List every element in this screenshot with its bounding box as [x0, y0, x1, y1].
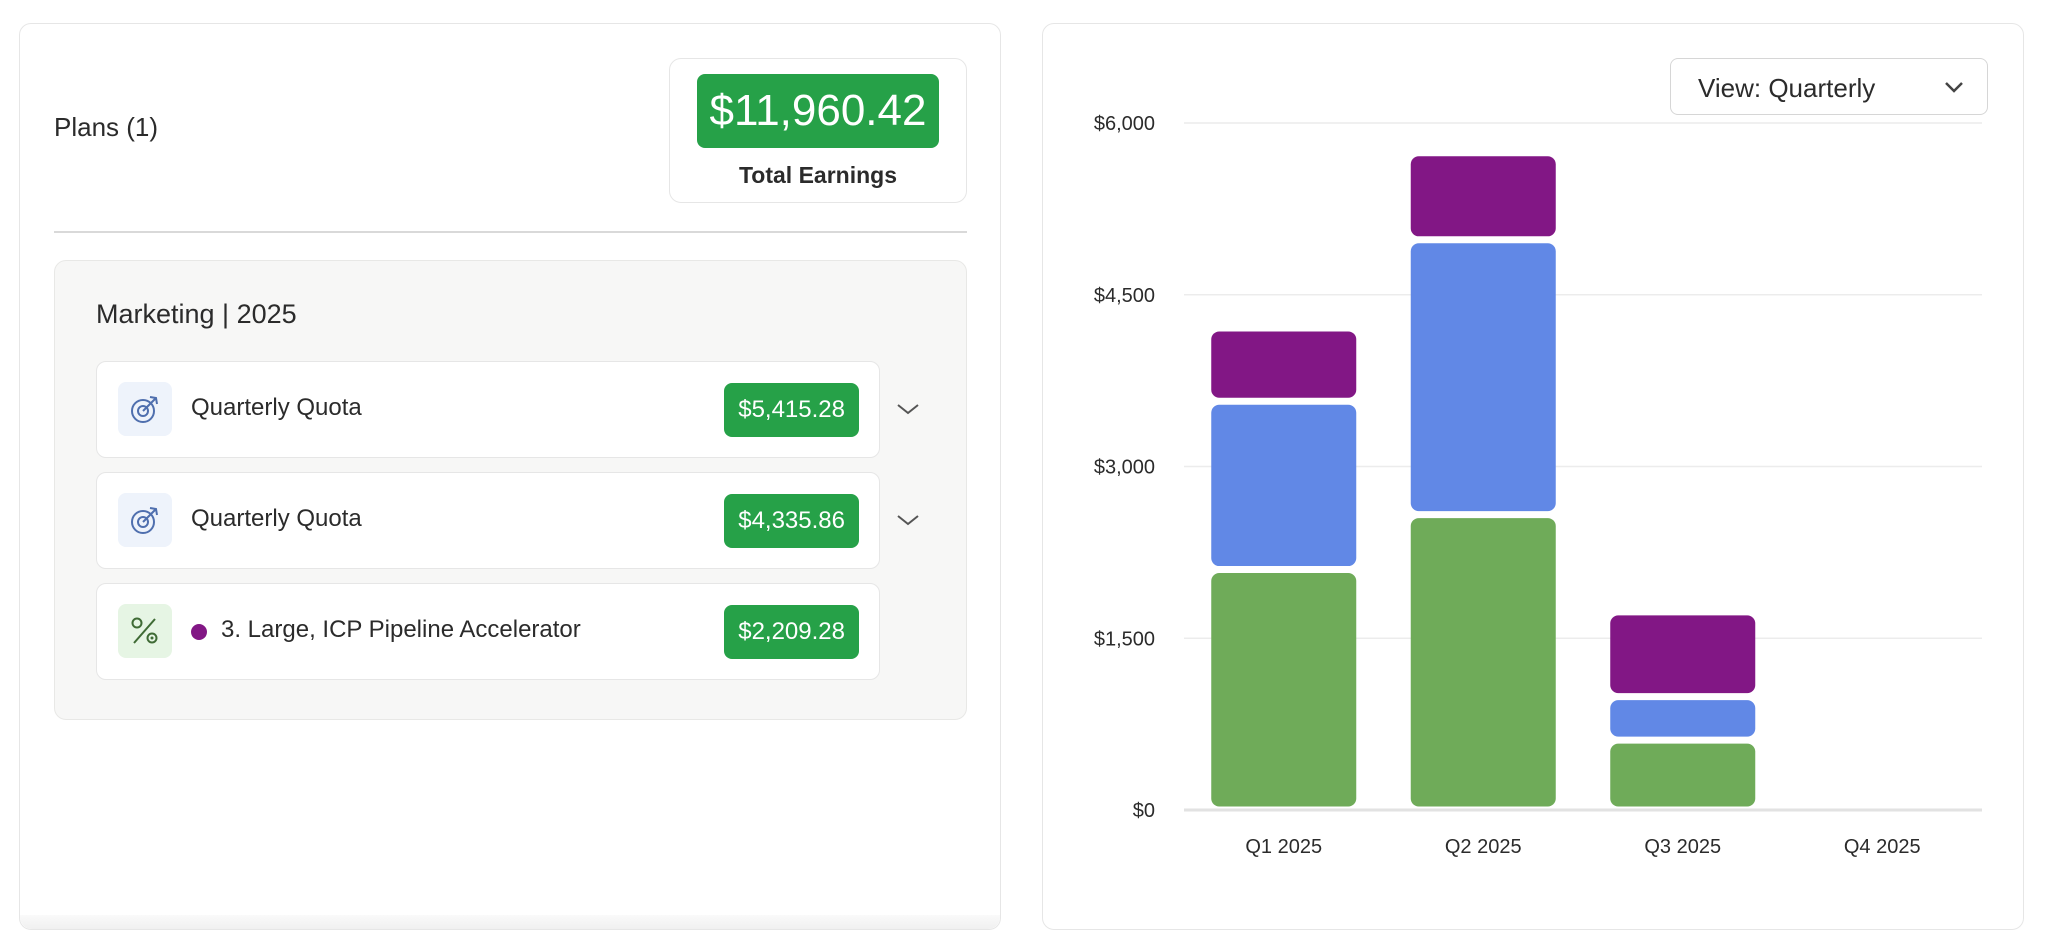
- chevron-down-icon: [1945, 82, 1963, 93]
- plan-item-quarterly-quota-1[interactable]: Quarterly Quota $5,415.28: [96, 361, 880, 458]
- plan-item-quarterly-quota-2[interactable]: Quarterly Quota $4,335.86: [96, 472, 880, 569]
- plan-item-amount: $2,209.28: [724, 605, 859, 659]
- chevron-down-icon[interactable]: [894, 399, 922, 419]
- total-earnings-card: $11,960.42 Total Earnings: [669, 58, 967, 203]
- plan-item-amount: $5,415.28: [724, 383, 859, 437]
- plans-title: Plans (1): [54, 112, 159, 142]
- plans-panel: Plans (1) $11,960.42 Total Earnings Mark…: [19, 23, 1001, 930]
- view-select-dropdown[interactable]: View: Quarterly: [1670, 58, 1988, 115]
- y-tick-label: $6,000: [1094, 113, 1155, 135]
- plan-item-amount: $4,335.86: [724, 494, 859, 548]
- status-dot: [191, 624, 207, 640]
- bar-segment[interactable]: [1211, 573, 1357, 807]
- y-tick-label: $1,500: [1094, 628, 1155, 650]
- plan-item-icp-pipeline-accelerator[interactable]: 3. Large, ICP Pipeline Accelerator $2,20…: [96, 583, 880, 680]
- view-select-label: View: Quarterly: [1698, 73, 1876, 103]
- plan-item-label: Quarterly Quota: [191, 505, 362, 532]
- target-arrow-icon: [118, 493, 172, 547]
- plan-item-label: Quarterly Quota: [191, 394, 362, 421]
- bar-segment[interactable]: [1211, 404, 1357, 567]
- total-earnings-label: Total Earnings: [738, 162, 898, 188]
- bar-segment[interactable]: [1610, 743, 1756, 807]
- bar-segment[interactable]: [1211, 331, 1357, 398]
- bar-segment[interactable]: [1410, 243, 1556, 512]
- bar-segment[interactable]: [1610, 615, 1756, 694]
- plan-item-label: 3. Large, ICP Pipeline Accelerator: [221, 616, 581, 643]
- chevron-down-icon[interactable]: [894, 510, 922, 530]
- bar-segment[interactable]: [1410, 156, 1556, 237]
- bar-segment[interactable]: [1410, 518, 1556, 807]
- total-earnings-amount: $11,960.42: [697, 74, 939, 148]
- x-tick-label: Q2 2025: [1445, 836, 1522, 858]
- panel-footer-shadow: [20, 915, 1000, 929]
- y-tick-label: $4,500: [1094, 285, 1155, 307]
- y-tick-label: $0: [1133, 800, 1155, 822]
- percent-icon: [118, 604, 172, 658]
- x-tick-label: Q4 2025: [1844, 836, 1921, 858]
- x-tick-label: Q1 2025: [1245, 836, 1322, 858]
- bar-segment[interactable]: [1610, 700, 1756, 737]
- plan-group-title: Marketing | 2025: [96, 299, 297, 329]
- y-tick-label: $3,000: [1094, 457, 1155, 479]
- earnings-chart: $0 $1,500 $3,000 $4,500 $6,000 Q1 2025 Q2 2025…: [1094, 113, 1982, 858]
- target-arrow-icon: [118, 382, 172, 436]
- divider: [54, 231, 967, 233]
- plan-group: Marketing | 2025 Quarterly Quota $5,415.…: [54, 260, 967, 720]
- x-tick-label: Q3 2025: [1644, 836, 1721, 858]
